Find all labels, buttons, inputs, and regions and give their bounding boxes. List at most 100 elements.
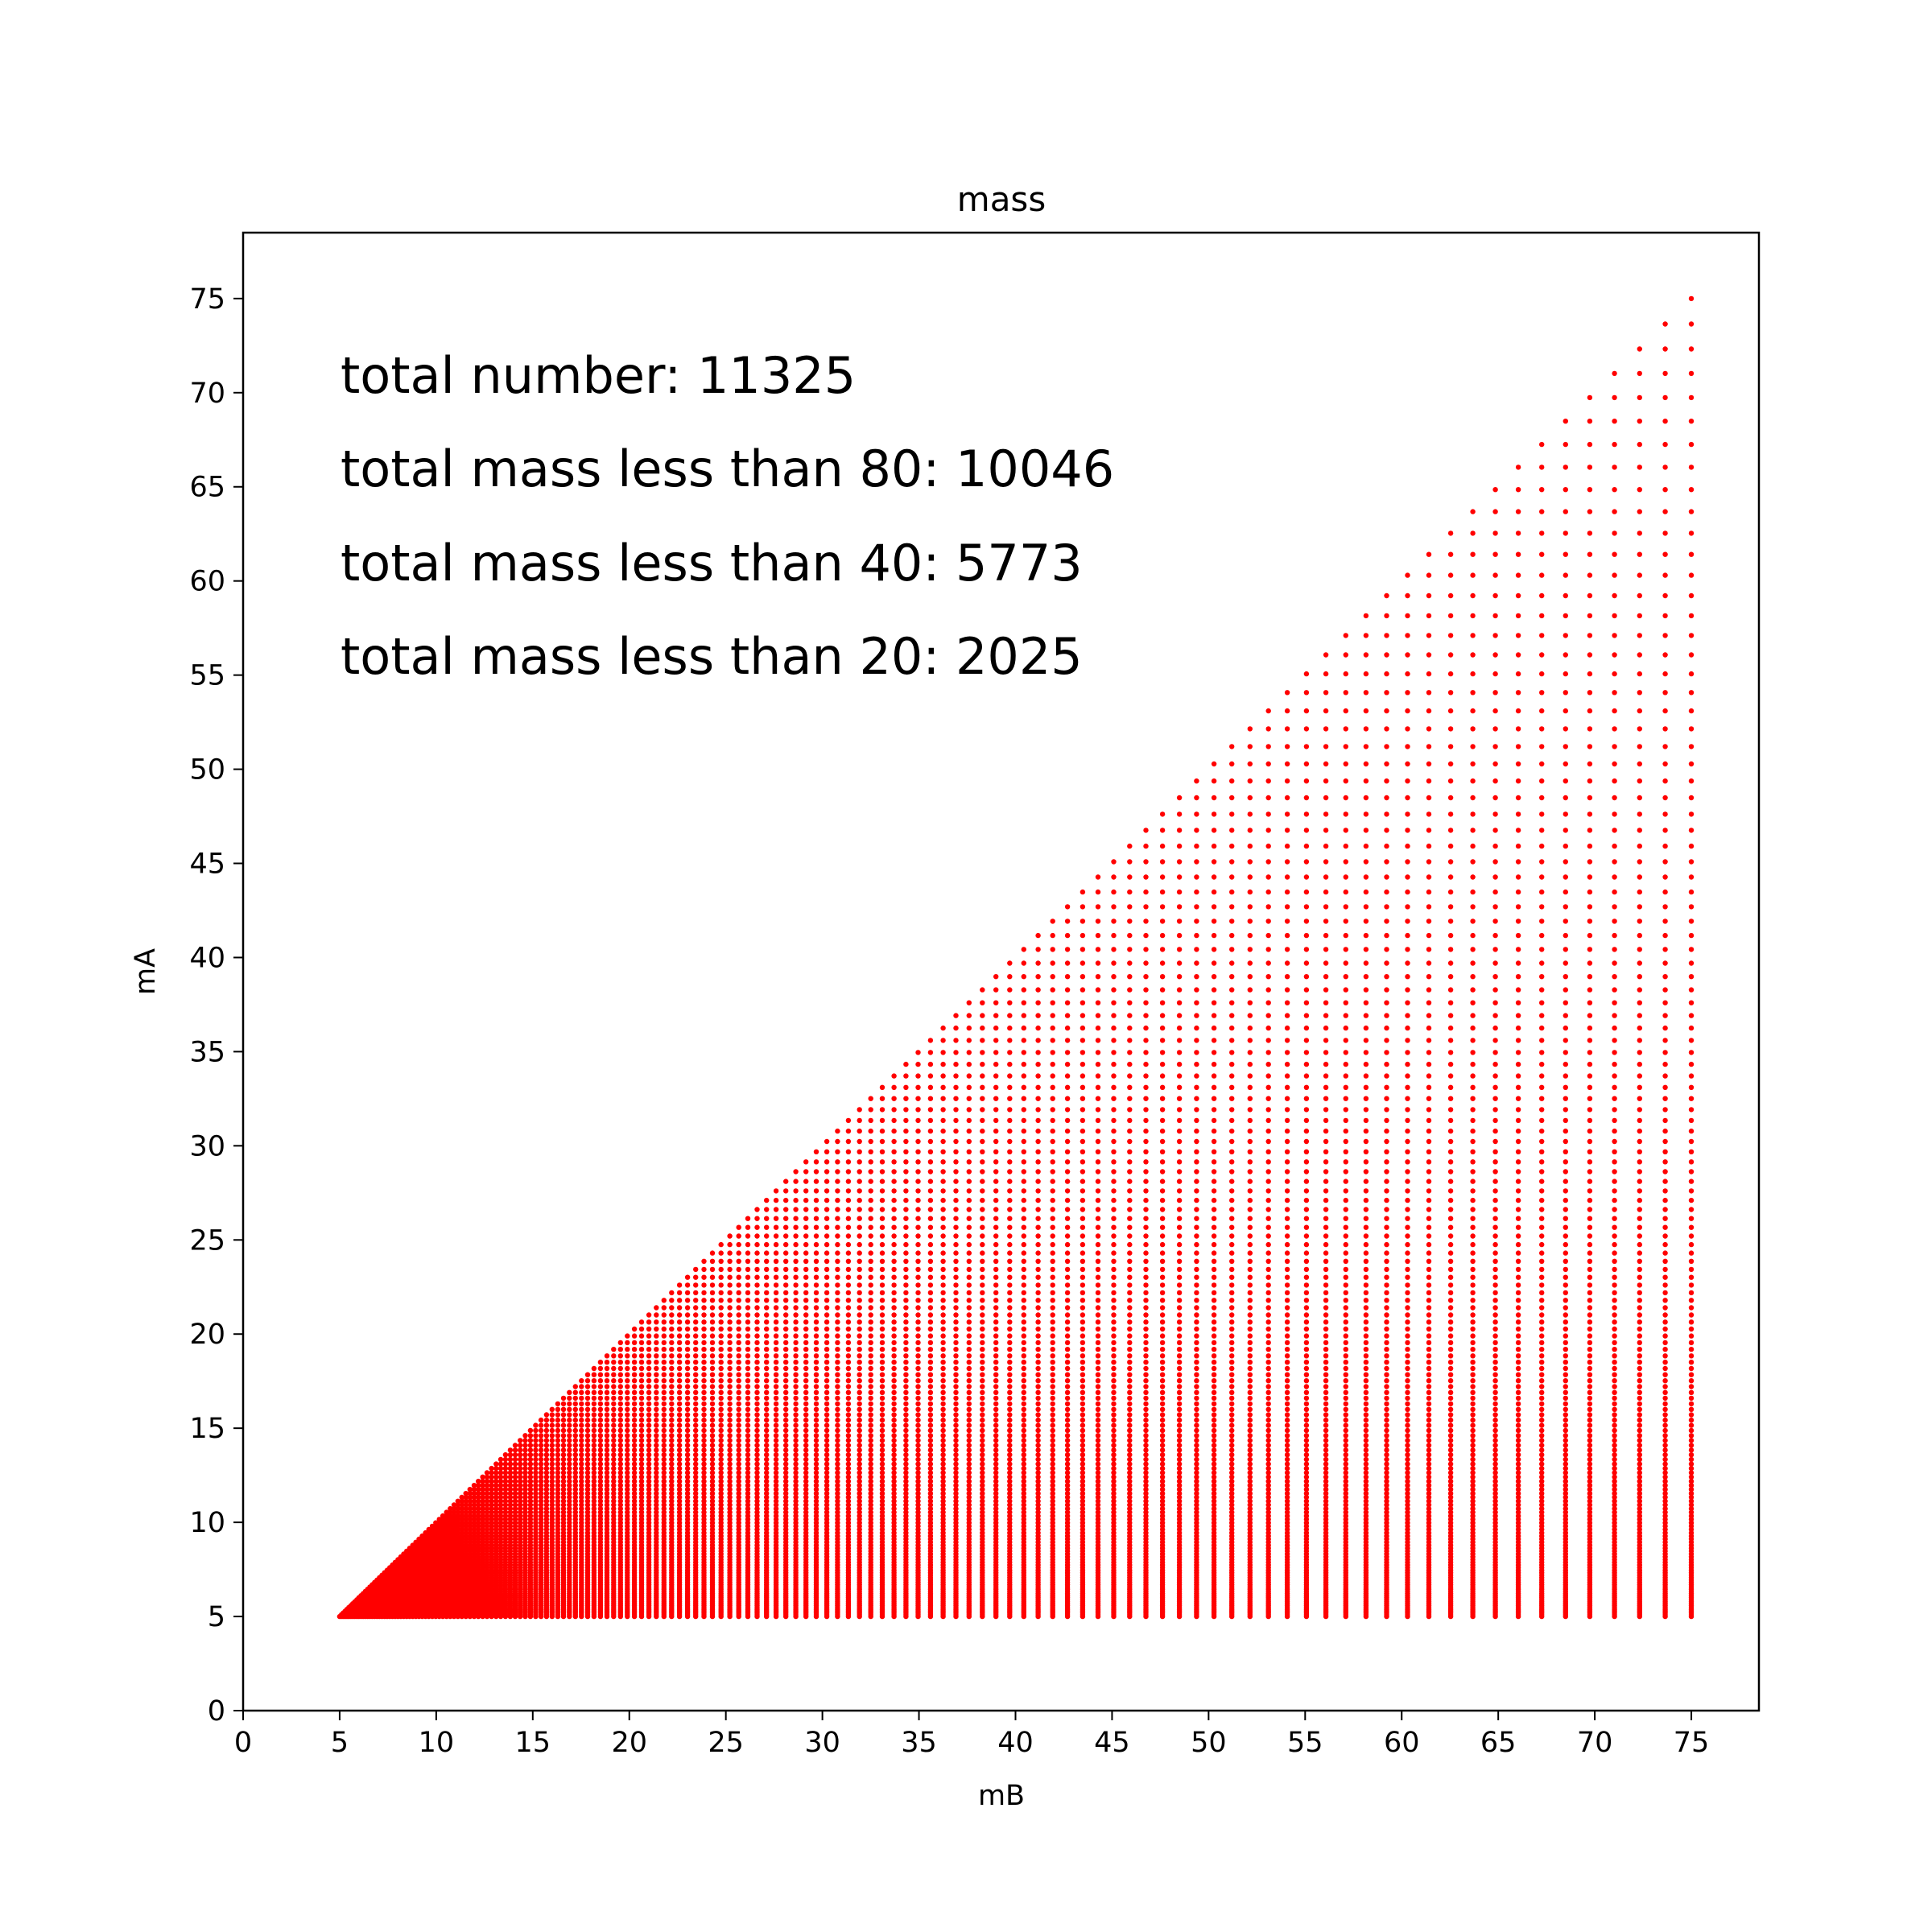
scatter-point xyxy=(745,1422,751,1428)
scatter-point xyxy=(676,1461,683,1467)
scatter-point xyxy=(522,1465,528,1472)
scatter-point xyxy=(507,1447,514,1453)
scatter-point xyxy=(693,1372,699,1377)
scatter-point xyxy=(718,1422,724,1428)
scatter-point xyxy=(764,1340,770,1346)
scatter-point xyxy=(676,1406,683,1413)
scatter-point xyxy=(709,1461,716,1467)
scatter-point xyxy=(736,1456,741,1463)
scatter-point xyxy=(661,1305,667,1311)
scatter-point xyxy=(773,1406,779,1413)
scatter-point xyxy=(654,1456,659,1463)
scatter-point xyxy=(572,1465,578,1472)
scatter-point xyxy=(654,1326,659,1332)
scatter-point xyxy=(502,1461,509,1467)
scatter-point xyxy=(543,1417,550,1423)
scatter-point xyxy=(693,1274,699,1280)
scatter-point xyxy=(661,1422,667,1428)
scatter-point xyxy=(745,1412,751,1418)
scatter-point xyxy=(745,1298,751,1303)
scatter-point xyxy=(754,1447,760,1453)
scatter-point xyxy=(654,1447,659,1453)
scatter-point xyxy=(736,1360,741,1365)
scatter-point xyxy=(693,1389,699,1396)
scatter-point xyxy=(549,1412,555,1418)
scatter-point xyxy=(783,1179,789,1184)
scatter-point xyxy=(701,1360,707,1365)
scatter-point xyxy=(684,1319,691,1325)
scatter-point xyxy=(654,1333,659,1339)
scatter-point xyxy=(764,1461,770,1467)
scatter-point xyxy=(611,1456,617,1463)
scatter-point xyxy=(727,1456,733,1463)
scatter-point xyxy=(745,1319,751,1325)
scatter-point xyxy=(803,1290,809,1296)
scatter-point xyxy=(709,1298,716,1303)
scatter-point xyxy=(764,1456,770,1463)
scatter-point xyxy=(676,1378,683,1384)
scatter-point xyxy=(745,1312,751,1318)
scatter-point xyxy=(567,1389,572,1396)
scatter-point xyxy=(597,1401,604,1407)
scatter-point xyxy=(631,1433,638,1439)
scatter-point xyxy=(745,1241,751,1248)
scatter-point xyxy=(646,1427,652,1434)
scatter-point xyxy=(669,1461,675,1467)
scatter-point xyxy=(584,1401,591,1407)
scatter-point xyxy=(646,1422,652,1428)
scatter-point xyxy=(803,1197,809,1203)
scatter-point xyxy=(764,1197,770,1203)
scatter-point xyxy=(701,1384,707,1389)
scatter-point xyxy=(684,1326,691,1332)
scatter-point xyxy=(654,1365,659,1372)
scatter-point xyxy=(646,1360,652,1365)
scatter-point xyxy=(654,1417,659,1423)
scatter-point xyxy=(754,1443,760,1448)
scatter-point xyxy=(572,1422,578,1428)
scatter-point xyxy=(736,1427,741,1434)
scatter-point xyxy=(538,1443,544,1448)
scatter-point xyxy=(693,1465,699,1472)
scatter-point xyxy=(646,1452,652,1458)
scatter-point xyxy=(611,1389,617,1396)
scatter-point xyxy=(617,1360,623,1365)
scatter-point xyxy=(693,1395,699,1402)
scatter-point xyxy=(813,1406,819,1413)
scatter-point xyxy=(676,1340,683,1346)
scatter-point xyxy=(572,1447,578,1453)
scatter-point xyxy=(745,1333,751,1339)
scatter-point xyxy=(661,1347,667,1352)
scatter-point xyxy=(584,1447,591,1453)
scatter-point xyxy=(718,1326,724,1332)
scatter-point xyxy=(764,1438,770,1443)
scatter-point xyxy=(803,1347,809,1352)
scatter-point xyxy=(764,1417,770,1423)
scatter-point xyxy=(773,1378,779,1384)
scatter-point xyxy=(709,1353,716,1359)
scatter-point xyxy=(654,1340,659,1346)
scatter-point xyxy=(669,1353,675,1359)
scatter-point xyxy=(654,1427,659,1434)
scatter-point xyxy=(661,1433,667,1439)
scatter-point xyxy=(773,1461,779,1467)
scatter-point xyxy=(584,1412,591,1418)
scatter-point xyxy=(693,1427,699,1434)
scatter-point xyxy=(773,1224,779,1230)
scatter-point xyxy=(617,1353,623,1359)
scatter-point xyxy=(709,1401,716,1407)
scatter-point xyxy=(736,1319,741,1325)
scatter-point xyxy=(745,1438,751,1443)
scatter-point xyxy=(597,1422,604,1428)
scatter-point xyxy=(764,1290,770,1296)
scatter-point xyxy=(727,1465,733,1472)
scatter-point xyxy=(764,1207,770,1212)
scatter-point xyxy=(654,1378,659,1384)
scatter-point xyxy=(638,1333,645,1339)
scatter-point xyxy=(803,1216,809,1221)
scatter-point xyxy=(693,1438,699,1443)
scatter-point xyxy=(736,1465,741,1472)
scatter-point xyxy=(543,1456,550,1463)
scatter-point xyxy=(646,1417,652,1423)
scatter-point xyxy=(718,1353,724,1359)
scatter-point xyxy=(597,1389,604,1396)
